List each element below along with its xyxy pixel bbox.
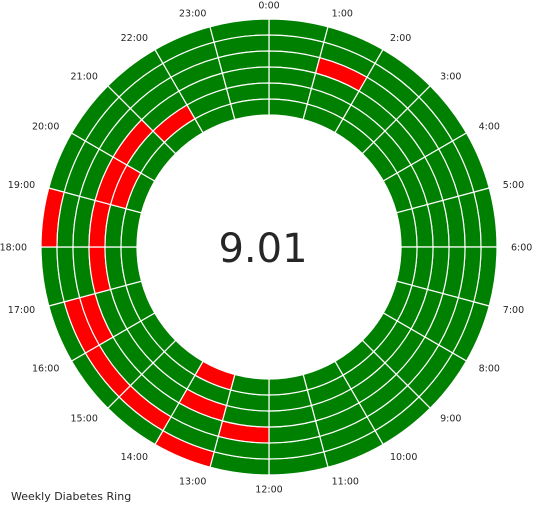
hour-label: 11:00	[332, 476, 359, 487]
hour-label: 7:00	[503, 305, 524, 316]
hour-label: 0:00	[258, 1, 279, 12]
hour-label: 19:00	[8, 180, 35, 191]
hour-label: 8:00	[479, 364, 500, 375]
ring-segment	[120, 207, 143, 248]
ring-segment	[268, 98, 309, 121]
hour-label: 14:00	[121, 452, 148, 463]
hour-label: 17:00	[8, 305, 35, 316]
ring-segment	[229, 98, 270, 121]
hour-label: 12:00	[255, 485, 282, 496]
center-value: 9.01	[218, 226, 307, 272]
hour-label: 5:00	[503, 180, 524, 191]
ring-segment	[229, 373, 270, 396]
hour-labels: 0:00 1:00 2:00 3:00 4:00 5:00 6:00 7:00 8:00 9:00…	[0, 1, 532, 496]
ring-segment	[268, 373, 309, 396]
hour-label: 9:00	[440, 414, 461, 425]
hour-label: 15:00	[71, 414, 98, 425]
hour-label: 22:00	[121, 33, 148, 44]
hour-label: 10:00	[390, 452, 417, 463]
hour-label: 4:00	[479, 122, 500, 133]
chart-title: Weekly Diabetes Ring	[11, 490, 132, 503]
ring-segment	[395, 246, 418, 287]
ring-segment	[120, 246, 143, 287]
hour-label: 2:00	[390, 33, 411, 44]
hour-label: 16:00	[32, 364, 59, 375]
hour-label: 18:00	[0, 243, 27, 254]
hour-label: 21:00	[71, 71, 98, 82]
hour-label: 20:00	[32, 122, 59, 133]
hour-label: 6:00	[511, 243, 532, 254]
hour-label: 13:00	[179, 476, 206, 487]
hour-label: 3:00	[440, 71, 461, 82]
ring-segment	[395, 207, 418, 248]
hour-label: 1:00	[332, 9, 353, 20]
hour-label: 23:00	[179, 9, 206, 20]
ring-segments	[40, 18, 498, 476]
